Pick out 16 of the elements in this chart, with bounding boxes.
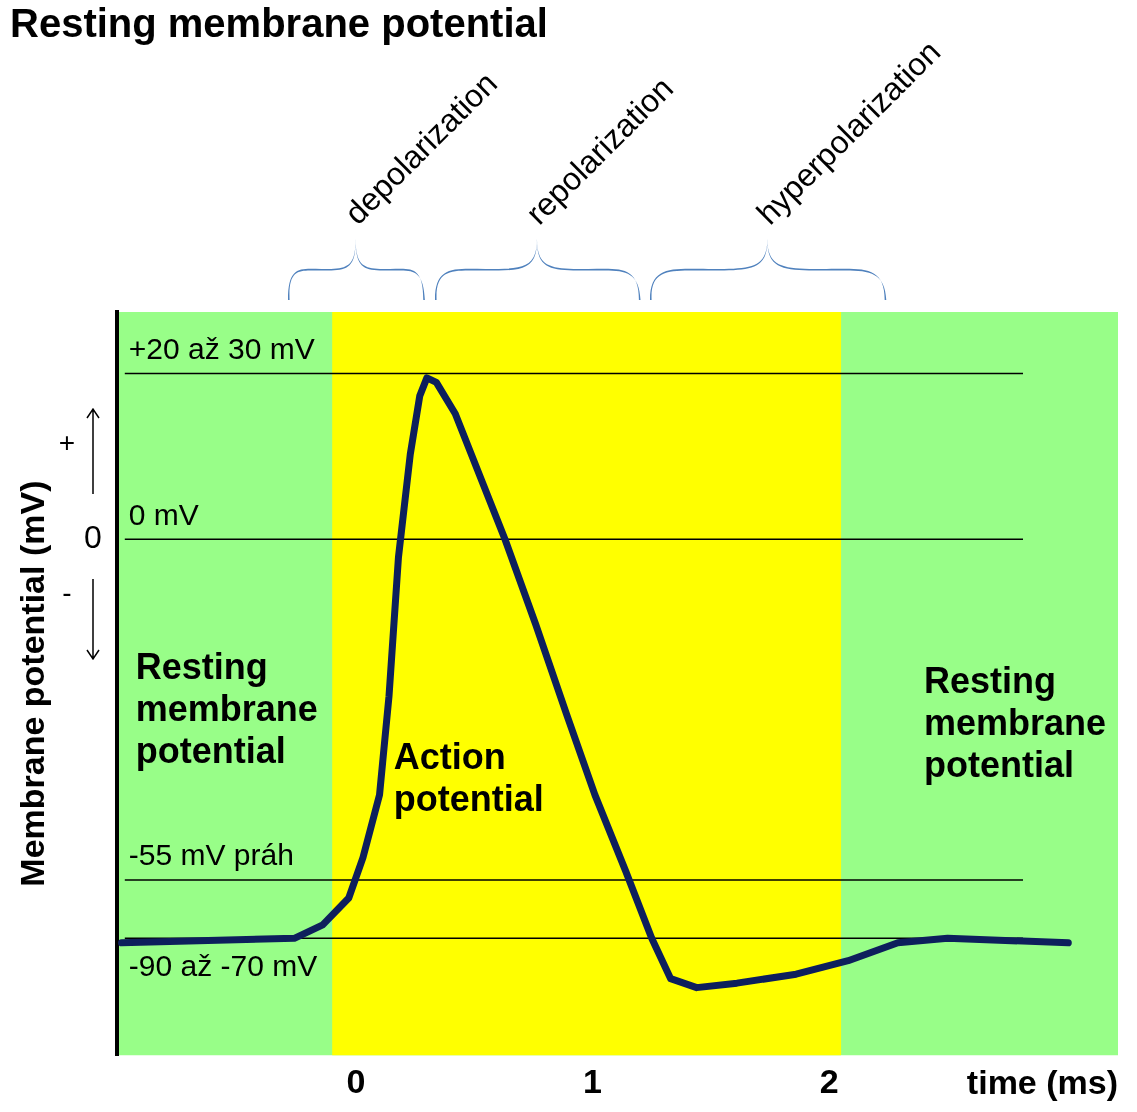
annotation: Resting membrane potential (135, 646, 318, 772)
x-tick-label: 1 (583, 1061, 603, 1100)
x-axis-title: time (ms) (966, 1062, 1118, 1101)
annotation: Resting membrane potential (923, 659, 1106, 785)
chart-title: Resting membrane potential (10, 1, 548, 46)
ref-line-label: 0 mV (128, 497, 199, 531)
annotation: Action potential (393, 735, 544, 819)
x-tick-label: 2 (819, 1061, 839, 1100)
x-tick-label: 0 (346, 1061, 366, 1100)
y-axis-title: Membrane potential (mV) (12, 480, 51, 887)
ref-line-label: -55 mV práh (128, 838, 294, 872)
text: 0 (83, 519, 102, 556)
ref-line-label: -90 až -70 mV (128, 948, 318, 982)
text: - (62, 577, 72, 609)
text: + (58, 427, 75, 459)
ref-line-label: +20 až 30 mV (128, 331, 315, 365)
